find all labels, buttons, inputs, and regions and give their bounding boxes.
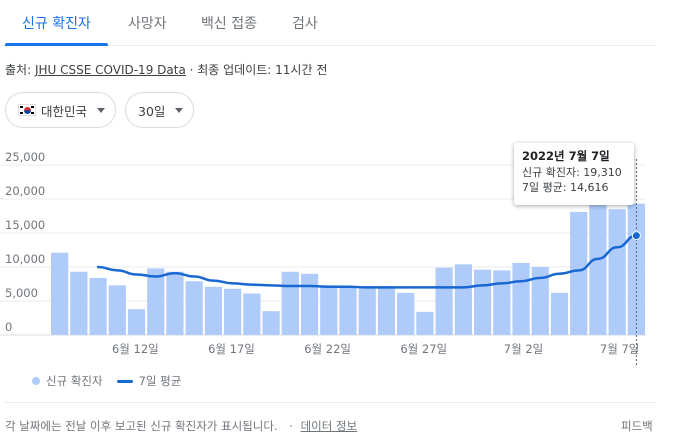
y-tick-label: 10,000 — [5, 252, 45, 266]
chevron-down-icon — [97, 107, 106, 113]
footer-divider — [5, 402, 655, 403]
data-info-link[interactable]: 데이터 정보 — [300, 419, 358, 433]
bar — [262, 311, 280, 335]
bar — [185, 281, 203, 335]
source-line: 출처: JHU CSSE COVID-19 Data · 최종 업데이트: 11… — [5, 61, 327, 78]
period-dropdown[interactable]: 30일 — [125, 92, 194, 128]
y-tick-label: 25,000 — [5, 150, 45, 164]
x-tick-label: 6월 17일 — [208, 342, 255, 356]
bar — [243, 293, 261, 335]
y-tick-label: 20,000 — [5, 184, 45, 198]
chart-legend: 신규 확진자 7일 평균 — [32, 373, 181, 389]
bar — [51, 252, 69, 335]
tooltip-cases: 신규 확진자: 19,310 — [522, 166, 622, 179]
bar — [339, 286, 357, 335]
footer-note: 각 날짜에는 전날 이후 보고된 신규 확진자가 표시됩니다. · 데이터 정보 — [5, 418, 357, 434]
tab-vaccinations[interactable]: 백신 접종 — [201, 16, 257, 32]
bar — [166, 271, 184, 335]
bar — [320, 285, 338, 335]
bar — [281, 271, 299, 335]
bar — [224, 288, 242, 335]
source-prefix: 출처: — [5, 63, 35, 77]
chart-tooltip: 2022년 7월 7일 신규 확진자: 19,310 7일 평균: 14,616 — [514, 143, 634, 205]
update-time: · 최종 업데이트: 11시간 전 — [185, 63, 328, 77]
legend-bar-label: 신규 확진자 — [46, 374, 103, 388]
korea-flag-icon — [18, 104, 36, 116]
y-tick-label: 0 — [5, 320, 12, 334]
footer-text: 각 날짜에는 전날 이후 보고된 신규 확진자가 표시됩니다. — [5, 419, 278, 433]
bar — [608, 209, 626, 335]
legend-line-label: 7일 평균 — [138, 374, 182, 388]
active-tab-indicator — [5, 43, 108, 46]
chevron-down-icon — [175, 107, 184, 113]
source-link[interactable]: JHU CSSE COVID-19 Data — [34, 63, 186, 77]
x-tick-label: 7월 2일 — [504, 342, 543, 356]
bar — [454, 264, 472, 335]
bar — [570, 211, 588, 335]
tab-deaths[interactable]: 사망자 — [128, 16, 167, 32]
y-tick-label: 15,000 — [5, 218, 45, 232]
region-dropdown[interactable]: 대한민국 — [5, 92, 116, 128]
x-tick-label: 6월 27일 — [400, 342, 447, 356]
bar — [204, 286, 223, 335]
y-tick-label: 5,000 — [5, 286, 38, 300]
cases-chart[interactable]: 25,000 20,000 15,000 10,000 5,000 0 6월 12일 6월 1… — [0, 140, 688, 365]
region-label: 대한민국 — [41, 103, 88, 119]
average-point — [631, 231, 641, 241]
bar — [300, 273, 319, 335]
bar — [89, 277, 107, 335]
bar — [589, 203, 607, 335]
bar — [531, 267, 549, 335]
tab-new-cases[interactable]: 신규 확진자 — [22, 16, 91, 32]
bar — [358, 286, 376, 335]
bar — [493, 270, 511, 335]
legend-bar-swatch — [32, 377, 40, 385]
x-tick-label: 6월 22일 — [304, 342, 351, 356]
bar — [416, 311, 434, 335]
x-tick-label: 7월 7일 — [600, 342, 639, 356]
feedback-link[interactable]: 피드백 — [621, 419, 653, 433]
footer-separator: · — [289, 419, 293, 433]
bar — [435, 267, 453, 335]
tooltip-date: 2022년 7월 7일 — [522, 149, 610, 163]
bar — [397, 292, 415, 335]
legend-line-swatch — [116, 379, 133, 383]
bar — [147, 268, 165, 335]
tab-bar: 신규 확진자 사망자 백신 접종 검사 — [0, 0, 655, 46]
bar — [108, 285, 126, 335]
bar — [473, 269, 492, 335]
period-label: 30일 — [138, 103, 166, 119]
average-line — [96, 234, 638, 289]
bar — [550, 292, 569, 335]
tooltip-average: 7일 평균: 14,616 — [522, 181, 609, 194]
x-tick-label: 6월 12일 — [112, 342, 159, 356]
bar — [512, 262, 530, 335]
bar — [377, 286, 396, 335]
tab-tests[interactable]: 검사 — [292, 16, 318, 32]
bar — [127, 309, 146, 335]
bar — [70, 271, 88, 335]
